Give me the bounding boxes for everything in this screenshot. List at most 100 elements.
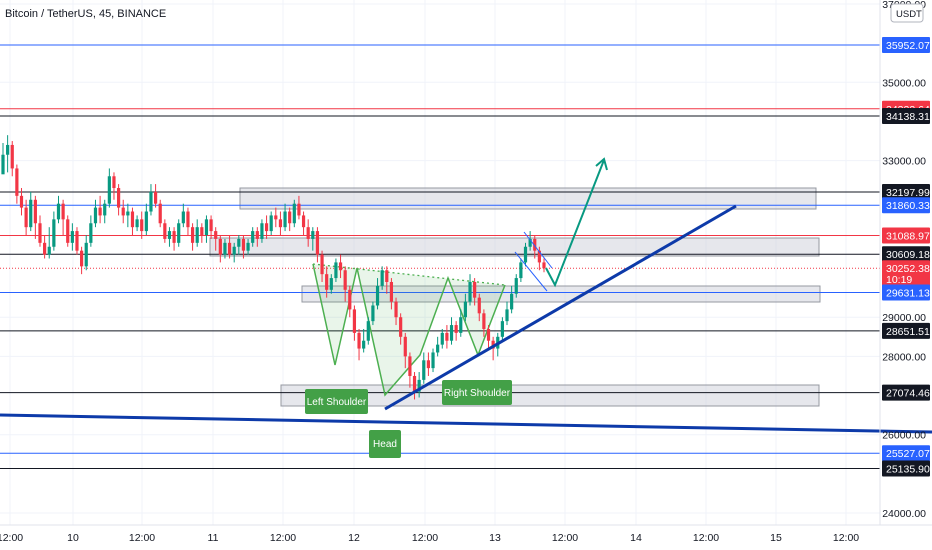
price-level-badge bbox=[882, 184, 930, 201]
right-shoulder-label-box bbox=[442, 380, 512, 405]
candlestick-series bbox=[1, 135, 546, 400]
candle-body bbox=[61, 203, 65, 220]
price-level-label: 31860.33 bbox=[886, 200, 930, 212]
candle-body bbox=[426, 360, 431, 369]
candle-body bbox=[172, 231, 176, 243]
price-level-label: 25135.90 bbox=[886, 464, 930, 476]
candle-body bbox=[200, 227, 204, 236]
candle-body bbox=[84, 242, 88, 267]
time-tick-label: 12:00 bbox=[0, 532, 23, 544]
candle-body bbox=[473, 281, 477, 298]
zone-box-middle[interactable] bbox=[209, 237, 820, 257]
candle-body bbox=[514, 278, 518, 294]
candle-body bbox=[29, 199, 33, 228]
currency-button-label: USDT bbox=[896, 9, 922, 20]
descending-trendline[interactable] bbox=[0, 413, 932, 434]
candle-body bbox=[260, 223, 264, 239]
price-level-label: 34138.31 bbox=[886, 111, 930, 123]
candle-body bbox=[408, 356, 412, 376]
candle-body bbox=[454, 325, 458, 333]
time-tick-label: 12:00 bbox=[412, 532, 438, 544]
price-level-badge bbox=[882, 445, 930, 462]
candle-body bbox=[149, 191, 153, 212]
candle-body bbox=[158, 203, 162, 224]
candle-body bbox=[274, 215, 278, 220]
time-tick-label: 12:00 bbox=[552, 532, 578, 544]
candle-body bbox=[343, 270, 347, 290]
candle-body bbox=[209, 219, 213, 232]
candle-body bbox=[241, 238, 246, 251]
candle-body bbox=[214, 231, 218, 239]
candle-body bbox=[227, 242, 232, 255]
candle-body bbox=[301, 215, 306, 228]
flag-lower-line[interactable] bbox=[514, 251, 548, 292]
candle-body bbox=[459, 317, 463, 333]
left-shoulder-label: Left Shoulder bbox=[307, 397, 367, 408]
time-tick-label: 12:00 bbox=[129, 532, 155, 544]
left-shoulder-label-box bbox=[305, 389, 368, 414]
chart-title: Bitcoin / TetherUS, 45, BINANCE bbox=[5, 8, 166, 20]
candle-body bbox=[422, 360, 426, 380]
candle-body bbox=[232, 246, 236, 255]
zone-box-top[interactable] bbox=[239, 187, 817, 210]
candle-body bbox=[237, 238, 241, 247]
pattern-fill bbox=[313, 264, 505, 395]
head-label-box bbox=[369, 430, 401, 458]
projection-path bbox=[545, 159, 605, 288]
price-tick-label: 29000.00 bbox=[882, 312, 926, 324]
neckline bbox=[312, 263, 506, 286]
candle-body bbox=[10, 144, 14, 169]
price-level-label: 25527.07 bbox=[886, 448, 930, 460]
candle-body bbox=[186, 211, 190, 228]
pattern-outline bbox=[312, 263, 506, 397]
candle-body bbox=[463, 301, 467, 318]
candle-body bbox=[385, 270, 389, 282]
candle-body bbox=[491, 340, 495, 349]
price-level-badge bbox=[882, 246, 930, 263]
candle-body bbox=[52, 219, 56, 247]
candle-body bbox=[75, 231, 79, 251]
candle-body bbox=[144, 211, 148, 232]
arrow-head-icon bbox=[595, 157, 608, 171]
price-level-badge bbox=[882, 384, 930, 401]
candle-body bbox=[121, 207, 125, 216]
candle-body bbox=[130, 211, 135, 228]
currency-button-frame[interactable] bbox=[890, 3, 924, 23]
candle-body bbox=[431, 352, 435, 369]
candle-body bbox=[56, 203, 61, 220]
candle-body bbox=[126, 211, 130, 216]
candle-body bbox=[112, 176, 116, 189]
candle-body bbox=[269, 215, 273, 232]
price-level-label: 27074.46 bbox=[886, 388, 930, 400]
price-level-badge bbox=[882, 37, 930, 54]
price-level-lines bbox=[0, 44, 880, 470]
candle-body bbox=[15, 168, 19, 196]
candle-body bbox=[403, 336, 407, 357]
zone-box-lower[interactable] bbox=[301, 285, 821, 303]
candle-body bbox=[311, 231, 315, 239]
candle-body bbox=[140, 219, 144, 232]
current-price-badge bbox=[882, 260, 930, 287]
candle-body bbox=[357, 332, 361, 349]
candle-body bbox=[190, 227, 195, 243]
flag-upper-line[interactable] bbox=[523, 231, 553, 269]
candle-body bbox=[445, 332, 449, 341]
candle-body bbox=[6, 144, 10, 155]
ascending-trendline[interactable] bbox=[384, 204, 737, 411]
price-level-badge bbox=[882, 108, 930, 125]
candle-body bbox=[33, 199, 37, 224]
candle-body bbox=[417, 379, 421, 392]
candle-body bbox=[278, 219, 283, 228]
right-shoulder-label: Right Shoulder bbox=[444, 388, 511, 399]
countdown-label: 10:19 bbox=[886, 274, 912, 286]
candle-body bbox=[329, 278, 333, 290]
candle-body bbox=[523, 246, 528, 263]
candle-body bbox=[389, 281, 394, 302]
candle-body bbox=[315, 231, 320, 255]
candle-body bbox=[399, 317, 403, 337]
candle-body bbox=[412, 375, 417, 392]
price-tick-label: 33000.00 bbox=[882, 156, 926, 168]
candle-body bbox=[537, 250, 541, 263]
currency-button[interactable]: USDT bbox=[890, 3, 924, 23]
